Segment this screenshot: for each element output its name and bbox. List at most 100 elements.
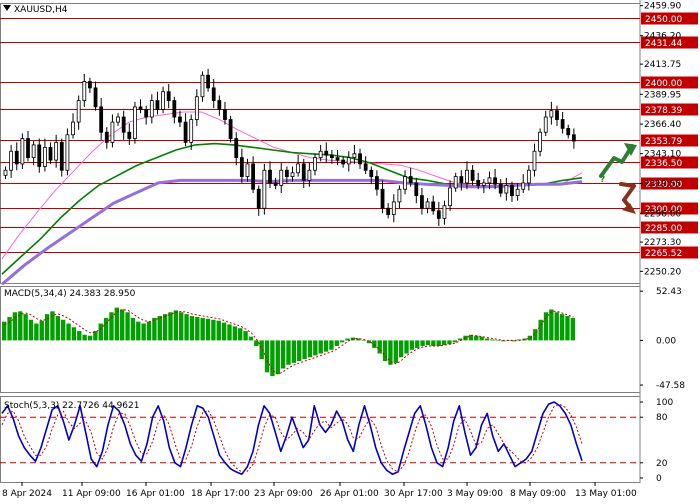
macd-bar [366, 340, 372, 344]
macd-bar [189, 316, 195, 341]
macd-bar [420, 340, 425, 347]
candle-body [144, 109, 149, 118]
level-label: 2300.00 [645, 205, 682, 215]
macd-bar [179, 312, 184, 341]
candle-body [65, 134, 70, 171]
candle-body [239, 157, 244, 177]
macd-bar [87, 335, 93, 341]
macd-bar [457, 338, 463, 341]
macd-bar [275, 340, 280, 375]
candle-body [155, 100, 160, 110]
macd-bar [18, 311, 23, 341]
y-tick-label: 2436.20 [644, 32, 681, 42]
candle-body [515, 188, 520, 196]
y-tick-label: 2389.95 [644, 90, 681, 100]
candle-body [510, 185, 514, 196]
candle-body [93, 87, 98, 108]
candle-body [279, 169, 284, 186]
candle-body [76, 100, 81, 123]
candle-body [26, 138, 30, 158]
candle-body [161, 91, 165, 110]
candle-body [284, 169, 289, 177]
candle-body [14, 150, 19, 165]
moving-averages [1, 111, 583, 286]
candle-body [391, 201, 396, 215]
candle-body [403, 176, 407, 190]
x-tick-label: 23 Apr 09:00 [254, 489, 313, 499]
macd-bar [205, 318, 211, 341]
candle-body [560, 119, 565, 129]
macd-bar [2, 321, 7, 341]
candle-body [408, 176, 413, 184]
candle-body [127, 131, 132, 139]
macd-bar [388, 340, 393, 365]
stoch_main-line [1, 401, 583, 476]
candle-body [335, 157, 340, 161]
level-label-box [641, 246, 698, 259]
panel-titles: XAUUSD,H4 MACD(5,34,4) 24.383 28.950 Stoch… [3, 5, 139, 411]
candle-body [352, 153, 357, 158]
candle-body [436, 210, 441, 219]
candle-body [532, 150, 537, 171]
macd-bar [227, 324, 232, 341]
macd-bar [50, 311, 55, 341]
level-label-box [641, 103, 698, 116]
macd-bar [474, 335, 479, 341]
candle-body [414, 182, 419, 196]
candle-body [71, 121, 75, 136]
candle-body [380, 188, 385, 209]
macd-bar [538, 319, 543, 341]
macd-bar [216, 320, 221, 341]
macd-bar [441, 340, 447, 346]
candle-body [526, 169, 531, 184]
macd-bar [323, 340, 329, 352]
candle-body [31, 144, 36, 158]
candle-body [245, 163, 250, 177]
up-arrow-icon [599, 144, 634, 178]
macd-bar [39, 320, 44, 341]
macd-bar [103, 317, 109, 341]
candle-body [521, 182, 526, 190]
macd-bar [313, 340, 318, 356]
macd-bar [500, 340, 506, 342]
x-tick-label: 16 Apr 01:00 [126, 489, 185, 499]
level-label: 2378.39 [645, 106, 682, 116]
macd-bar [565, 316, 570, 341]
macd-bar [382, 340, 388, 362]
level-label: 2285.00 [645, 224, 682, 234]
macd-y-tick-label: -47.58 [656, 381, 685, 391]
candle-body [459, 176, 464, 184]
macd-bar [334, 340, 339, 347]
level-label: 2353.79 [645, 137, 682, 147]
x-tick-label: 11 Apr 09:00 [62, 489, 121, 499]
macd-bar [398, 340, 404, 358]
macd-bar [570, 317, 575, 341]
stoch_signal-line [1, 403, 583, 473]
candle-body [301, 163, 306, 181]
annotations: ? [599, 143, 637, 214]
candle-body [307, 169, 312, 181]
macd-bar [339, 340, 345, 343]
level-label-box [641, 221, 698, 234]
macd-title: MACD(5,34,4) 24.383 28.950 [4, 289, 136, 299]
macd-bar [141, 323, 146, 341]
candle-body [262, 169, 267, 209]
candle-body [481, 182, 486, 186]
macd-bar [254, 340, 259, 347]
candle-body [138, 106, 143, 110]
y-tick-label: 2459.90 [644, 2, 681, 12]
candle-body [296, 163, 301, 174]
candle-body [104, 131, 109, 143]
macd-bar [264, 340, 270, 373]
macd-bar [238, 328, 243, 341]
level-label: 2450.00 [645, 15, 682, 25]
macd-bar [280, 340, 286, 369]
macd-bar [447, 340, 452, 345]
stoch-y-tick-label: 80 [656, 413, 668, 423]
level-label-box [641, 177, 698, 190]
candle-body [88, 81, 92, 89]
down-arrow-head-icon [622, 203, 636, 214]
y-axis: 2459.90 2436.20 2413.75 2389.95 2366.40 2343.… [640, 2, 685, 484]
y-tick-label: 2413.75 [644, 60, 681, 70]
candle-body [9, 150, 14, 171]
